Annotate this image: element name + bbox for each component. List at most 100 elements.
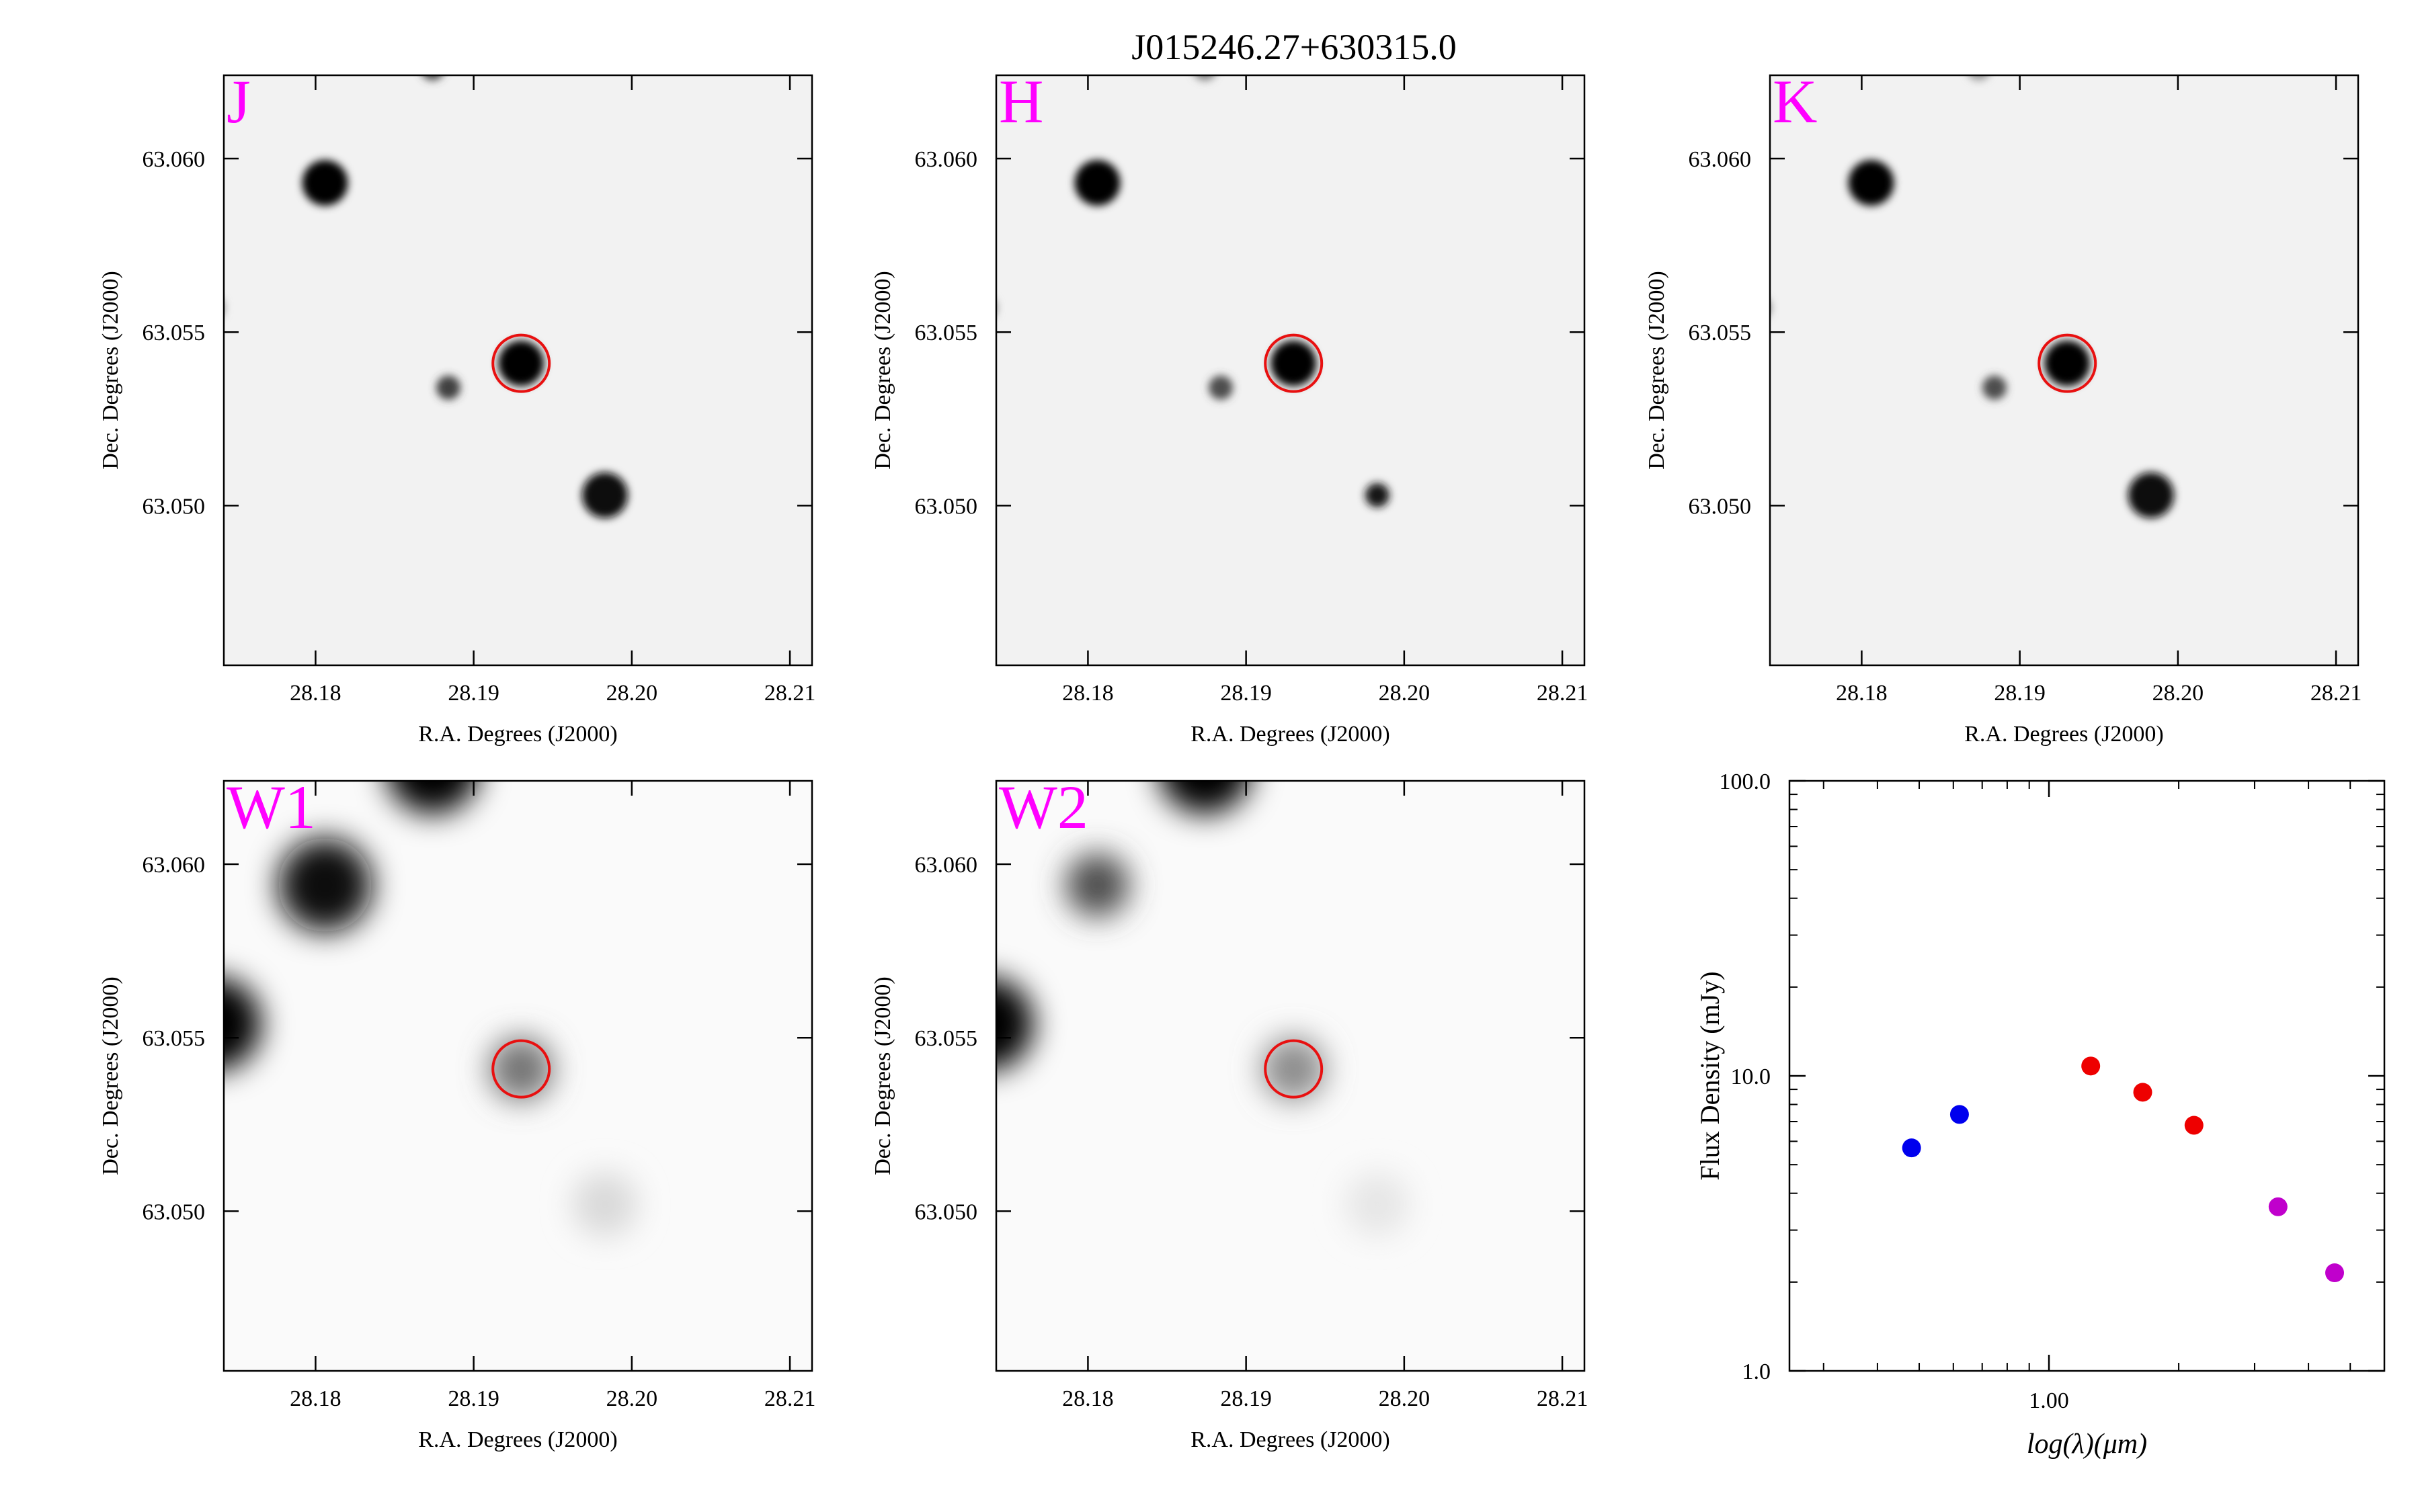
image-panel-h: 28.18 28.19 28.20 28.21 63.050 63.055 63.060 R.… [871, 67, 1588, 747]
y-tick-label: 63.050 [915, 1200, 978, 1224]
x-tick-label: 28.18 [1836, 681, 1888, 706]
x-axis-label: R.A. Degrees (J2000) [418, 722, 618, 747]
star-source [422, 75, 443, 81]
y-tick-label: 63.055 [143, 321, 206, 345]
y-tick-label: 63.055 [143, 1026, 206, 1051]
target-circle [2038, 333, 2097, 393]
image-panel-j: 28.18 28.19 28.20 28.21 63.050 63.055 63.060 R.… [98, 67, 816, 747]
star-source [1270, 340, 1317, 386]
image-panel-w1: 28.18 28.19 28.20 28.21 63.050 63.055 63.060 R.… [98, 773, 816, 1452]
star-field [996, 75, 1389, 507]
star-field [1770, 75, 2174, 518]
star-source [436, 375, 461, 400]
y-tick-label: 63.050 [143, 494, 206, 519]
data-point [2268, 1197, 2288, 1216]
panel-frame [223, 780, 813, 1372]
target-circle [1264, 1039, 1324, 1099]
star-source [387, 781, 478, 814]
x-tick-label: 28.18 [290, 1386, 341, 1411]
x-tick-label: 28.21 [1537, 681, 1588, 706]
y-tick-label: 63.050 [1689, 494, 1752, 519]
star-source [302, 160, 348, 206]
y-tick-label: 100.0 [1720, 769, 1771, 794]
star-source [996, 977, 1034, 1070]
x-tick-label: 28.18 [1062, 681, 1114, 706]
y-axis-label: Dec. Degrees (J2000) [871, 271, 895, 470]
data-point [2133, 1083, 2152, 1102]
image-panel-k: 28.18 28.19 28.20 28.21 63.050 63.055 63.060 R.… [1644, 67, 2362, 747]
data-point [2325, 1263, 2345, 1283]
x-tick-label: 28.19 [448, 681, 499, 706]
star-source [278, 837, 372, 932]
x-tick-label: 28.20 [1379, 1386, 1430, 1411]
panel-frame [1769, 74, 2360, 667]
x-tick-label: 28.20 [606, 681, 658, 706]
star-source [1344, 1172, 1410, 1237]
star-source [489, 1036, 554, 1101]
y-tick-label: 63.055 [915, 321, 978, 345]
image-panel-w2: 28.18 28.19 28.20 28.21 63.050 63.055 63.060 R.… [871, 773, 1588, 1452]
y-tick-label: 63.060 [915, 147, 978, 172]
star-source [2044, 340, 2091, 386]
data-point [1949, 1105, 1969, 1124]
x-tick-label: 28.19 [448, 1386, 499, 1411]
star-source [1968, 75, 1989, 81]
data-point [2081, 1056, 2101, 1076]
x-tick-label: 28.21 [764, 681, 816, 706]
target-circle [1264, 333, 1324, 393]
star-field [224, 781, 637, 1237]
band-label: J [227, 67, 251, 136]
target-circle [491, 1039, 551, 1099]
star-source [224, 977, 261, 1070]
x-tick-label: 28.19 [1220, 681, 1272, 706]
x-tick-label: 28.19 [1220, 1386, 1272, 1411]
x-tick-label: 28.20 [606, 1386, 658, 1411]
x-tick-label: 28.21 [2310, 681, 2362, 706]
x-axis-label: R.A. Degrees (J2000) [1191, 1427, 1390, 1452]
y-tick-label: 63.060 [915, 853, 978, 878]
x-axis-label: R.A. Degrees (J2000) [1964, 722, 2164, 747]
y-axis-label: Dec. Degrees (J2000) [98, 976, 123, 1175]
star-source [1209, 375, 1234, 400]
data-point [2184, 1116, 2204, 1135]
data-point [1902, 1138, 1921, 1158]
y-tick-label: 63.060 [1689, 147, 1752, 172]
y-tick-label: 63.050 [915, 494, 978, 519]
y-axis-label: Dec. Degrees (J2000) [98, 271, 123, 470]
band-label: K [1773, 67, 1817, 136]
y-tick-label: 63.055 [915, 1026, 978, 1051]
x-axis-label: R.A. Degrees (J2000) [1191, 722, 1390, 747]
x-axis-label: log(λ)(μm) [2027, 1429, 2147, 1460]
y-axis-label: Dec. Degrees (J2000) [1644, 271, 1669, 470]
panel-frame [995, 74, 1586, 667]
star-field [996, 781, 1410, 1237]
figure-title: J015246.27+630315.0 [1131, 27, 1456, 67]
sed-panel: 1.00 1.0 10.0 100.0 log(λ)(μm) Flux Density (… [1695, 769, 2386, 1460]
x-tick-label: 28.20 [2152, 681, 2204, 706]
y-tick-label: 63.050 [143, 1200, 206, 1224]
x-tick-label: 28.21 [1537, 1386, 1588, 1411]
star-source [996, 302, 998, 313]
target-circle [491, 333, 551, 393]
x-tick-label: 28.18 [290, 681, 341, 706]
y-tick-label: 1.0 [1742, 1359, 1771, 1384]
star-source [1982, 375, 2007, 400]
x-tick-label: 28.19 [1994, 681, 2046, 706]
x-tick-label: 28.20 [1379, 681, 1430, 706]
star-field [224, 75, 628, 518]
y-axis-label: Dec. Degrees (J2000) [871, 976, 895, 1175]
y-tick-label: 10.0 [1731, 1064, 1771, 1089]
x-axis-label: R.A. Degrees (J2000) [418, 1427, 618, 1452]
star-source [1770, 302, 1771, 313]
star-source [1195, 75, 1215, 81]
band-label: H [999, 67, 1043, 136]
band-label: W2 [999, 773, 1088, 841]
star-source [1365, 482, 1389, 507]
x-tick-label: 28.18 [1062, 1386, 1114, 1411]
star-source [1848, 160, 1894, 206]
x-tick-label: 28.21 [764, 1386, 816, 1411]
star-source [1261, 1036, 1326, 1101]
y-axis-label: Flux Density (mJy) [1695, 971, 1725, 1180]
star-source [1160, 781, 1250, 814]
